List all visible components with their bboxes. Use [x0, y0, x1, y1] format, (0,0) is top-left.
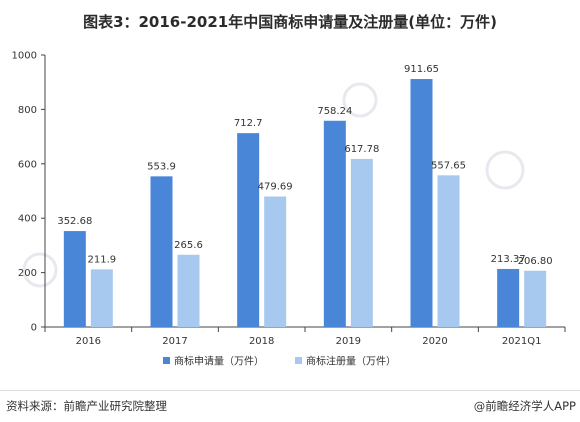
legend-label: 商标申请量（万件） — [174, 355, 264, 368]
bar-registration — [350, 158, 373, 327]
chart-title: 图表3：2016-2021年中国商标申请量及注册量(单位：万件) — [83, 13, 497, 31]
x-tick-label: 2019 — [336, 336, 361, 347]
footer: 资料来源：前瞻产业研究院整理 @前瞻经济学人APP — [0, 390, 580, 422]
bar-application — [410, 79, 433, 328]
bars — [63, 79, 547, 328]
x-tick-label: 2020 — [422, 336, 447, 347]
data-labels: 352.68 553.9 712.7 758.24 911.65 213.37 211.9 2… — [57, 64, 552, 267]
bar-application — [323, 120, 346, 327]
axes: 0 200 400 600 800 1000 2016 2017 2018 2019 2020 202… — [12, 51, 566, 347]
data-label-application: 758.24 — [317, 106, 352, 117]
y-tick-label: 1000 — [12, 51, 37, 62]
data-label-application: 352.68 — [57, 216, 92, 227]
y-tick-label: 200 — [18, 268, 37, 279]
bar-application — [237, 133, 260, 327]
data-label-registration: 617.78 — [344, 144, 379, 155]
watermark-logo — [22, 82, 525, 288]
x-tick-label: 2021Q1 — [502, 336, 542, 347]
bar-application — [63, 231, 86, 327]
x-tick-label: 2016 — [76, 336, 101, 347]
data-label-registration: 206.80 — [518, 256, 553, 267]
bar-application — [150, 176, 173, 327]
legend: 商标申请量（万件） 商标注册量（万件） — [163, 355, 396, 368]
bar-application — [497, 268, 520, 327]
bar-registration — [177, 254, 200, 327]
x-tick-label: 2018 — [249, 336, 274, 347]
credit-note: @前瞻经济学人APP — [473, 399, 576, 413]
x-tick-label: 2017 — [162, 336, 187, 347]
data-label-application: 712.7 — [234, 118, 263, 129]
legend-swatch — [163, 357, 170, 364]
data-label-application: 911.65 — [404, 64, 439, 75]
y-tick-label: 800 — [18, 105, 37, 116]
legend-swatch — [295, 357, 302, 364]
legend-label: 商标注册量（万件） — [306, 355, 396, 368]
y-tick-label: 600 — [18, 159, 37, 170]
y-tick-label: 0 — [31, 323, 37, 334]
data-label-registration: 211.9 — [88, 254, 117, 265]
bar-registration — [264, 196, 287, 327]
bar-registration — [90, 269, 113, 327]
data-label-application: 553.9 — [147, 161, 176, 172]
bar-registration — [437, 175, 460, 327]
source-note: 资料来源：前瞻产业研究院整理 — [6, 399, 167, 413]
data-label-application: 213.37 — [491, 254, 526, 265]
data-label-registration: 265.6 — [174, 240, 203, 251]
bar-registration — [524, 270, 547, 327]
bar-chart: 0 200 400 600 800 1000 2016 2017 2018 2019 2020 202… — [12, 51, 566, 368]
y-tick-label: 400 — [18, 214, 37, 225]
data-label-registration: 479.69 — [258, 182, 293, 193]
data-label-registration: 557.65 — [431, 160, 466, 171]
